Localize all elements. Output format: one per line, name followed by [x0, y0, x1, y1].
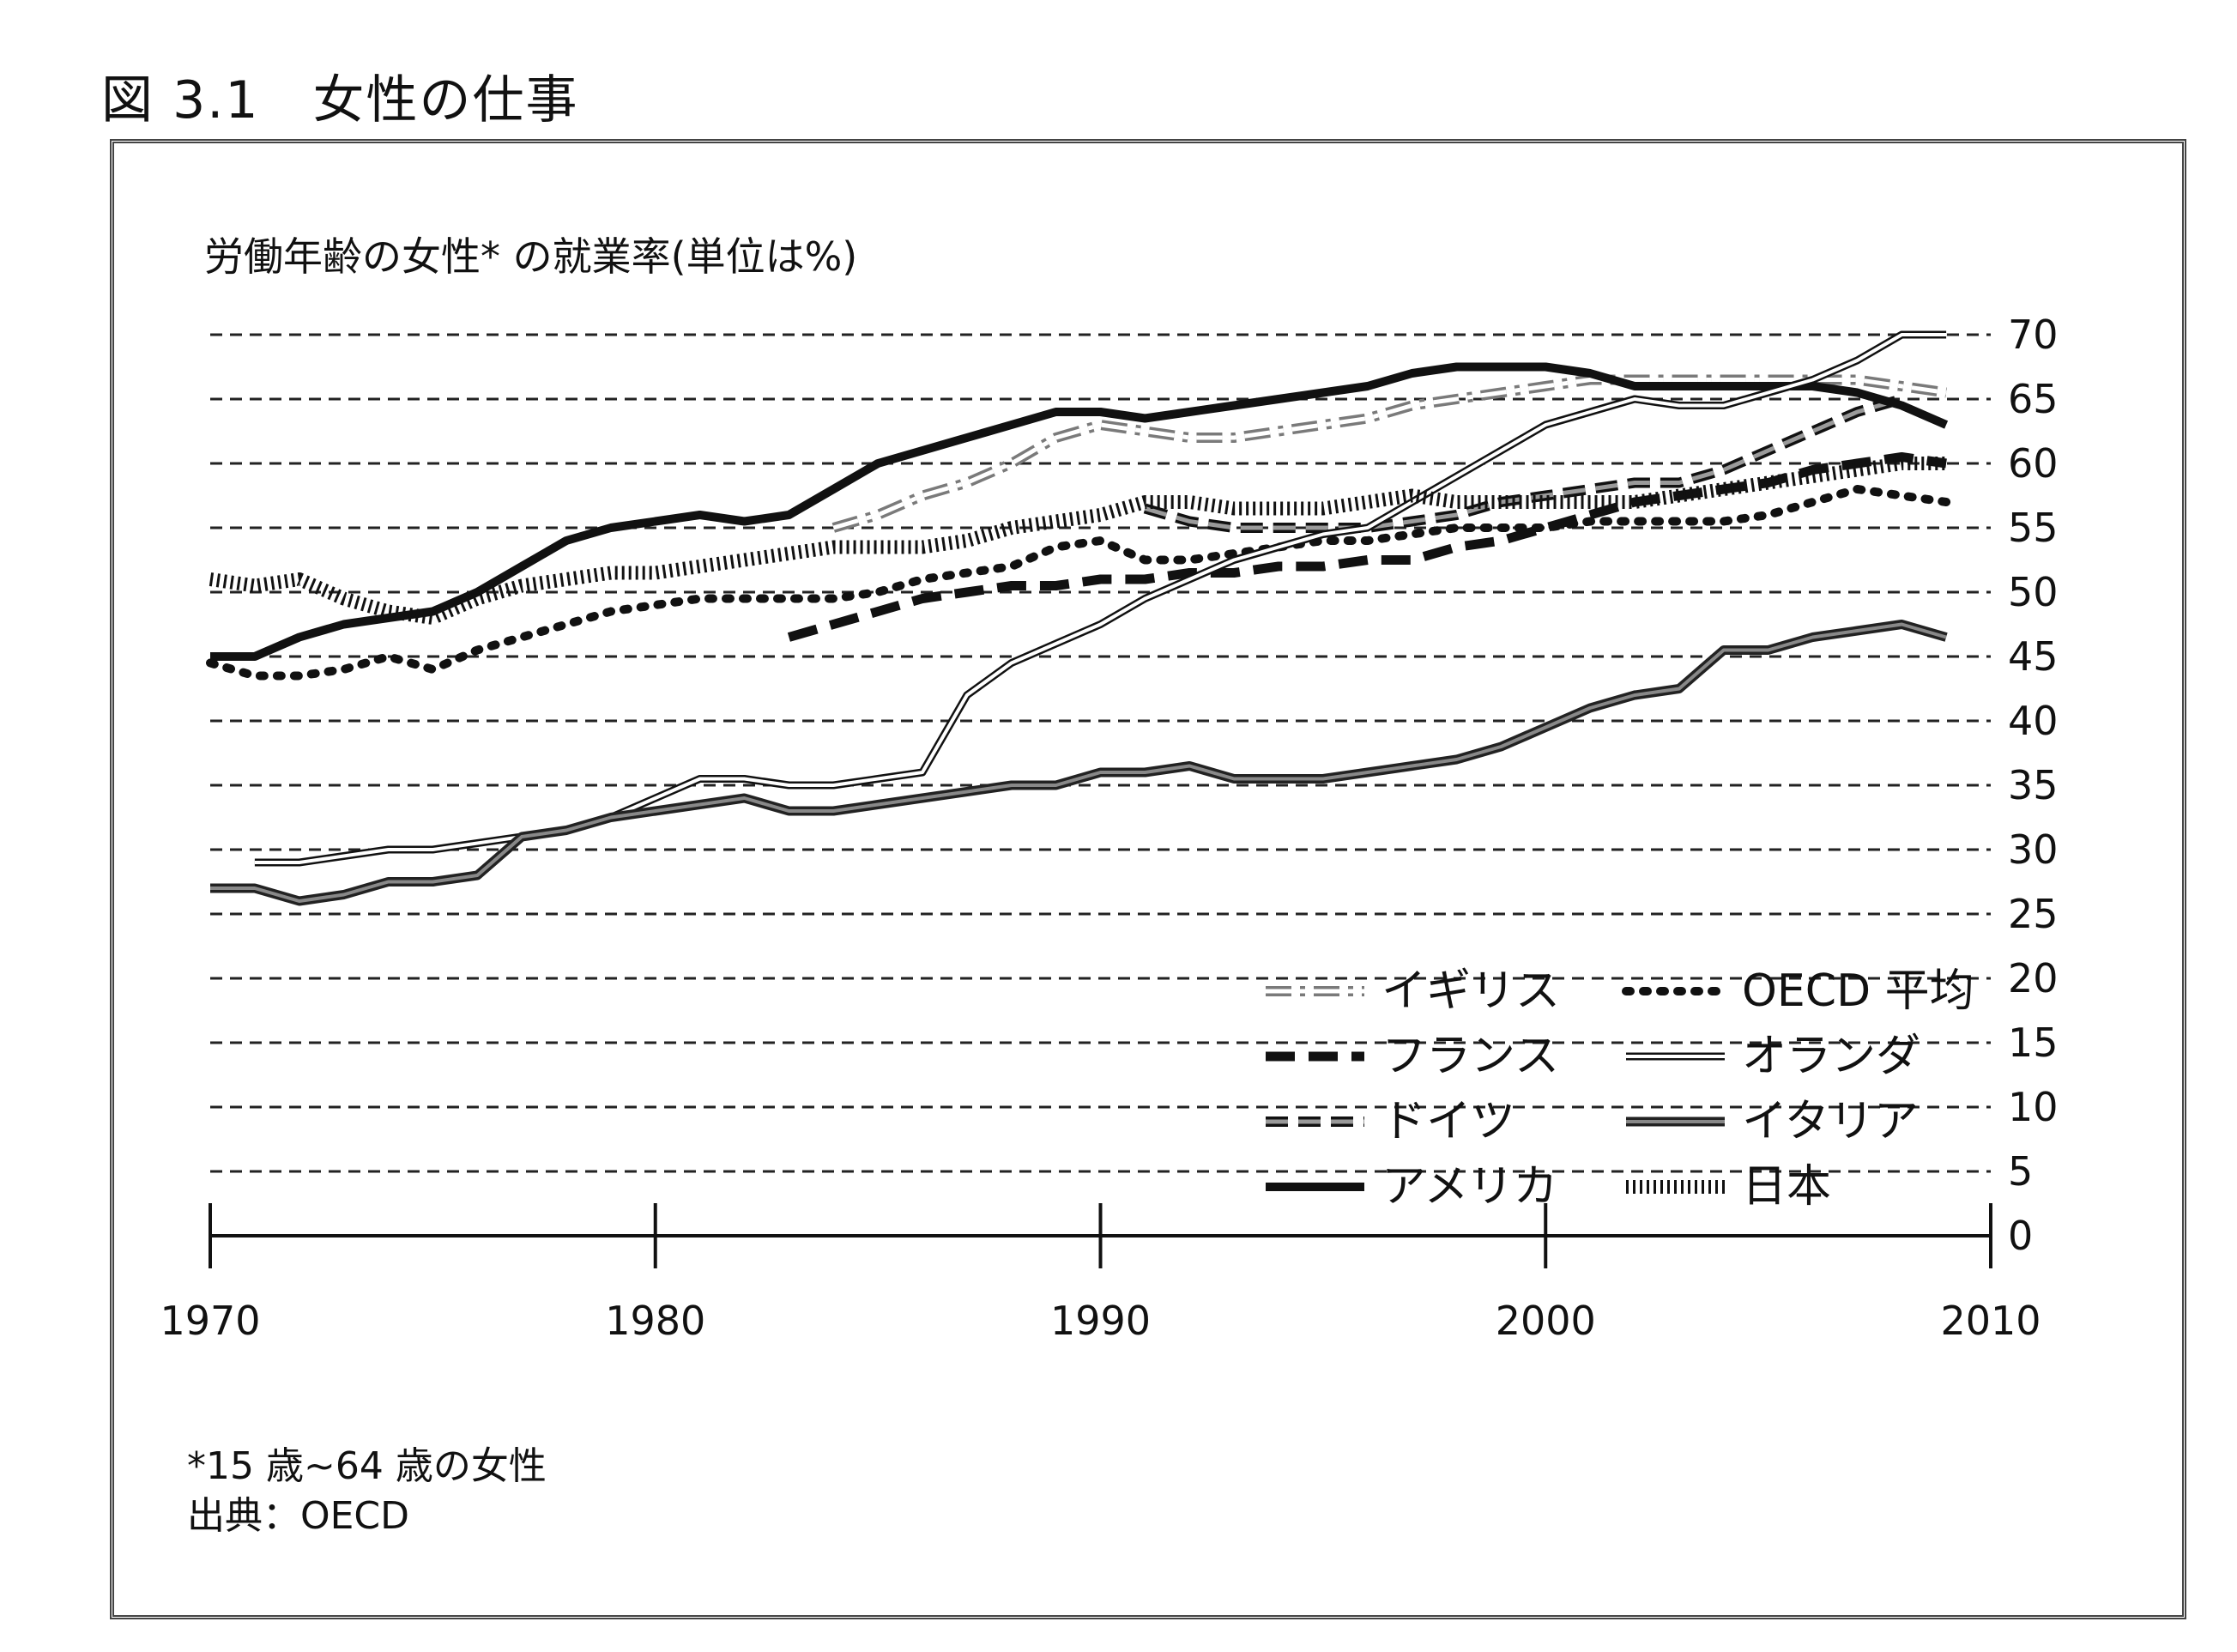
footnote-source: 出典：OECD: [187, 1494, 410, 1538]
series-line-uk: [831, 374, 1947, 533]
x-tick-label: 2010: [1940, 1298, 2041, 1344]
legend-label: 日本: [1742, 1161, 1831, 1213]
legend-item-france: フランス: [1266, 1031, 1559, 1082]
y-tick-label: 30: [2008, 826, 2059, 873]
legend-label: イギリス: [1381, 965, 1560, 1017]
y-tick-label: 35: [2008, 762, 2059, 808]
y-tick-label: 65: [2008, 376, 2059, 422]
series-line-uk-inner: [832, 378, 1947, 530]
y-tick-label: 25: [2008, 891, 2059, 937]
legend-label: フランス: [1381, 1031, 1559, 1082]
legend-label: OECD 平均: [1742, 965, 1974, 1017]
x-tick-label: 1990: [1050, 1298, 1151, 1344]
legend-label: オランダ: [1742, 1031, 1920, 1082]
y-tick-label: 15: [2008, 1020, 2059, 1066]
series-line-italy: [210, 620, 1948, 906]
x-tick-label: 2000: [1496, 1298, 1596, 1344]
series-line-oecd: [206, 485, 1951, 681]
gridlines: [210, 333, 1991, 1173]
y-tick-label: 45: [2008, 633, 2059, 680]
legend-label: ドイツ: [1381, 1096, 1515, 1147]
x-tick-label: 1970: [160, 1298, 260, 1344]
y-tick-label: 40: [2008, 698, 2059, 744]
footnote-age-note: *15 歳~64 歳の女性: [187, 1444, 547, 1488]
legend-item-italy: イタリア: [1626, 1096, 1919, 1147]
figure-caption: 図 3.1 女性の仕事: [101, 70, 579, 130]
y-tick-label: 70: [2008, 312, 2059, 358]
footnote: *15 歳~64 歳の女性 出典：OECD: [187, 1442, 547, 1541]
series-line-japan: [209, 457, 1947, 625]
series-line-france: [787, 452, 1947, 642]
legend-item-uk: イギリス: [1266, 965, 1560, 1017]
series-lines: [206, 330, 1951, 906]
y-tick-label: 55: [2008, 505, 2059, 551]
legend-item-japan: 日本: [1626, 1161, 1831, 1213]
x-tick-label: 1980: [605, 1298, 705, 1344]
chart-title: 労働年齢の女性* の就業率(単位は%): [204, 233, 857, 280]
legend-item-nl: オランダ: [1626, 1031, 1920, 1082]
axes: 0 5 10 15 20 25 30 35 40 45 50 55 60 65 70 1970 1980 1990…: [160, 312, 2058, 1344]
y-tick-label: 20: [2008, 955, 2059, 1001]
legend-label: イタリア: [1742, 1096, 1919, 1147]
series-line-italy-inner: [210, 622, 1947, 903]
y-tick-label: 60: [2008, 440, 2059, 487]
y-tick-label: 10: [2008, 1084, 2059, 1130]
series-line-usa: [210, 362, 1949, 661]
legend-item-usa: アメリカ: [1266, 1161, 1557, 1213]
y-tick-label: 5: [2008, 1148, 2033, 1195]
y-tick-label: 0: [2008, 1213, 2033, 1259]
y-tick-label: 50: [2008, 569, 2059, 615]
legend-item-germany: ドイツ: [1266, 1096, 1515, 1147]
legend-label: アメリカ: [1381, 1161, 1557, 1213]
legend-item-oecd: OECD 平均: [1622, 965, 1974, 1017]
chart-frame: [110, 139, 2186, 1619]
